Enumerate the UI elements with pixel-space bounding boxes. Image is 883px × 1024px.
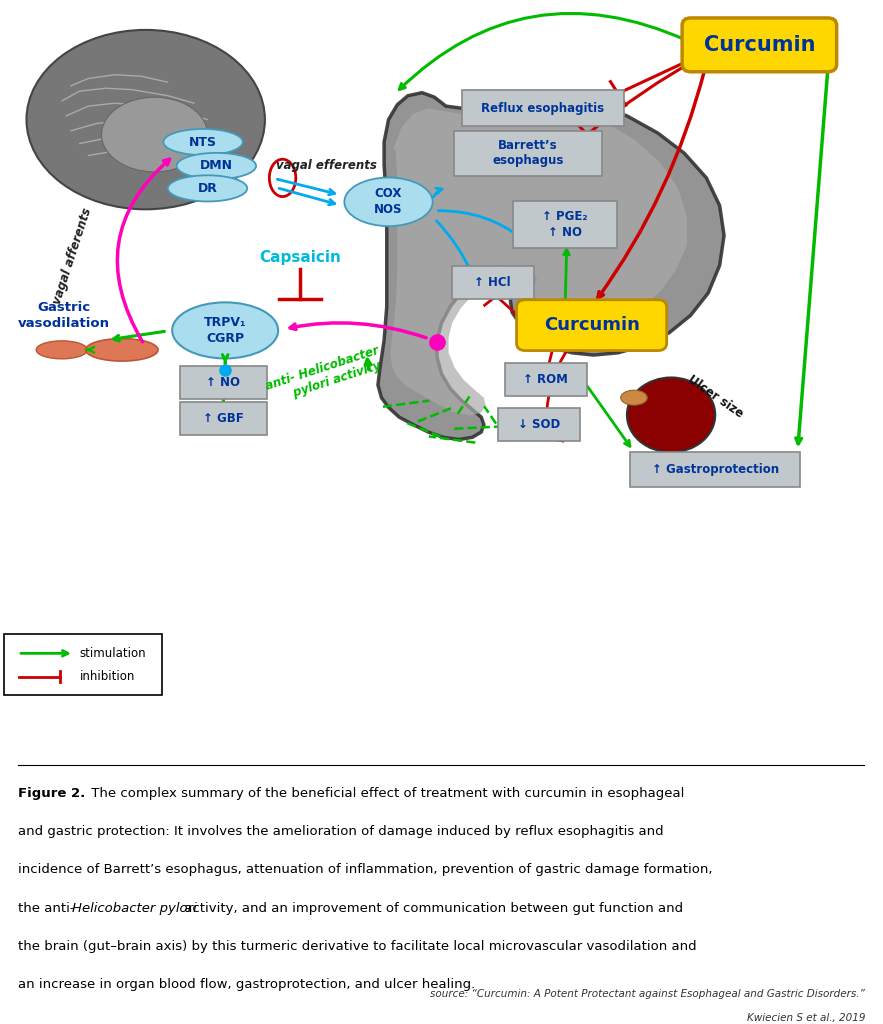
FancyBboxPatch shape: [180, 367, 267, 399]
Text: stimulation: stimulation: [79, 647, 146, 659]
Ellipse shape: [344, 177, 433, 226]
Text: COX
NOS: COX NOS: [374, 187, 403, 216]
Text: Reflux esophagitis: Reflux esophagitis: [481, 102, 605, 115]
Ellipse shape: [168, 175, 247, 202]
Text: ↑ GBF: ↑ GBF: [203, 412, 244, 425]
Text: ↑ ROM: ↑ ROM: [524, 373, 568, 386]
FancyBboxPatch shape: [452, 266, 533, 299]
Ellipse shape: [621, 390, 647, 406]
FancyBboxPatch shape: [513, 201, 617, 248]
Ellipse shape: [177, 153, 256, 179]
Text: vagal efferents: vagal efferents: [276, 159, 377, 172]
Text: source: “Curcumin: A Potent Protectant against Esophageal and Gastric Disorders.: source: “Curcumin: A Potent Protectant a…: [431, 989, 865, 998]
Text: Ulcer size: Ulcer size: [685, 373, 745, 420]
Text: TRPV₁
CGRP: TRPV₁ CGRP: [204, 315, 246, 345]
Text: ↑ NO: ↑ NO: [207, 376, 240, 389]
Text: incidence of Barrett’s esophagus, attenuation of inflammation, prevention of gas: incidence of Barrett’s esophagus, attenu…: [18, 863, 713, 877]
FancyBboxPatch shape: [498, 409, 579, 441]
Text: ↑ Gastroprotection: ↑ Gastroprotection: [652, 463, 779, 476]
Ellipse shape: [86, 339, 158, 361]
FancyBboxPatch shape: [454, 131, 602, 176]
Text: anti- Helicobacter
     pylori activity: anti- Helicobacter pylori activity: [264, 344, 386, 407]
Ellipse shape: [102, 97, 208, 172]
Text: Kwiecien S et al., 2019: Kwiecien S et al., 2019: [747, 1014, 865, 1023]
Polygon shape: [390, 106, 687, 416]
Text: an increase in organ blood flow, gastroprotection, and ulcer healing.: an increase in organ blood flow, gastrop…: [18, 978, 475, 990]
Ellipse shape: [26, 30, 265, 209]
Text: NTS: NTS: [189, 135, 217, 148]
Text: Gastric
vasodilation: Gastric vasodilation: [18, 301, 109, 330]
Text: Capsaicin: Capsaicin: [260, 251, 341, 265]
Text: vagal afferents: vagal afferents: [50, 206, 94, 305]
Ellipse shape: [163, 129, 243, 155]
FancyBboxPatch shape: [630, 453, 801, 486]
Text: Curcumin: Curcumin: [704, 35, 815, 55]
FancyBboxPatch shape: [517, 300, 667, 350]
Text: The complex summary of the beneficial effect of treatment with curcumin in esoph: The complex summary of the beneficial ef…: [87, 787, 684, 800]
Text: ↑ HCl: ↑ HCl: [474, 276, 511, 289]
Text: the anti-: the anti-: [18, 901, 74, 914]
Text: activity, and an improvement of communication between gut function and: activity, and an improvement of communic…: [180, 901, 683, 914]
FancyBboxPatch shape: [505, 364, 587, 396]
Text: and gastric protection: It involves the amelioration of damage induced by reflux: and gastric protection: It involves the …: [18, 825, 663, 839]
Text: ↑ PGE₂
↑ NO: ↑ PGE₂ ↑ NO: [542, 210, 588, 239]
FancyBboxPatch shape: [180, 402, 267, 435]
Ellipse shape: [172, 302, 278, 358]
Text: ↓ SOD: ↓ SOD: [517, 418, 560, 431]
Text: Curcumin: Curcumin: [544, 316, 639, 334]
FancyBboxPatch shape: [463, 90, 623, 126]
Text: Barrett’s
esophagus: Barrett’s esophagus: [493, 139, 563, 168]
Polygon shape: [378, 93, 724, 439]
Text: Helicobacter pylori: Helicobacter pylori: [72, 901, 197, 914]
Ellipse shape: [36, 341, 87, 358]
Text: inhibition: inhibition: [79, 670, 135, 683]
Circle shape: [627, 378, 715, 453]
Text: the brain (gut–brain axis) by this turmeric derivative to facilitate local micro: the brain (gut–brain axis) by this turme…: [18, 940, 697, 952]
Text: DR: DR: [198, 182, 217, 195]
FancyBboxPatch shape: [4, 634, 162, 695]
FancyBboxPatch shape: [682, 18, 837, 72]
Text: DMN: DMN: [200, 160, 233, 172]
Text: Figure 2.: Figure 2.: [18, 787, 85, 800]
